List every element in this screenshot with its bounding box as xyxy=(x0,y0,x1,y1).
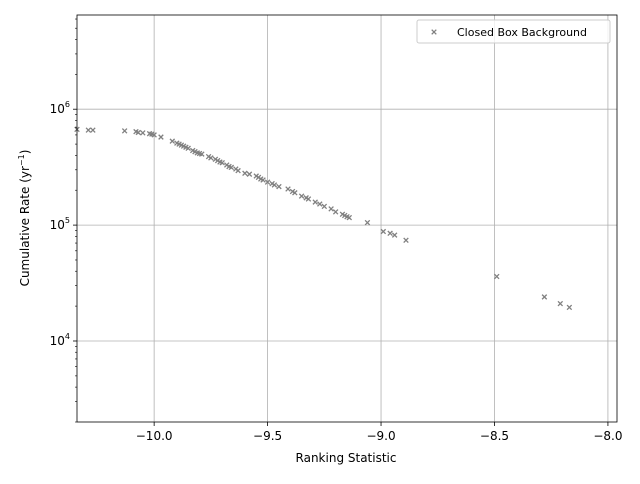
data-point xyxy=(493,273,500,280)
data-point xyxy=(317,201,323,207)
x-tick-label: −8.0 xyxy=(593,429,622,443)
data-point xyxy=(228,164,235,171)
data-point xyxy=(199,151,205,157)
data-point xyxy=(566,304,573,311)
legend-marker-symbol xyxy=(431,29,437,35)
data-point xyxy=(364,219,371,226)
legend: Closed Box Background xyxy=(416,19,611,44)
data-point xyxy=(298,193,305,199)
data-point xyxy=(169,138,176,144)
data-point xyxy=(380,228,387,235)
x-axis-label: Ranking Statistic xyxy=(296,451,397,465)
axes-frame xyxy=(76,14,618,423)
y-axis-label-main: Cumulative Rate (yr xyxy=(18,166,32,286)
data-point xyxy=(151,132,157,138)
data-point xyxy=(328,206,334,212)
y-tick-label: 104 xyxy=(50,332,70,348)
y-tick-label: 106 xyxy=(50,100,70,116)
legend-label: Closed Box Background xyxy=(457,26,587,39)
data-point xyxy=(260,177,266,183)
data-point xyxy=(246,171,253,177)
data-points xyxy=(74,126,573,311)
x-tick-label: −9.5 xyxy=(253,429,282,443)
data-point xyxy=(387,230,393,237)
data-point xyxy=(292,190,298,196)
data-point xyxy=(158,134,164,140)
data-point xyxy=(276,183,282,190)
data-point xyxy=(271,182,278,188)
plot-frame xyxy=(76,14,618,423)
data-point xyxy=(391,232,398,238)
x-tick-label: −8.5 xyxy=(480,429,509,443)
data-point xyxy=(541,294,548,300)
grid xyxy=(77,15,617,422)
data-point xyxy=(557,300,564,307)
y-axis-label: Cumulative Rate (yr−1) xyxy=(17,150,32,287)
y-axis-label-exponent: −1 xyxy=(17,154,26,166)
y-tick-label: 105 xyxy=(50,216,70,232)
data-point xyxy=(140,130,146,136)
data-point xyxy=(312,199,318,205)
data-point xyxy=(305,196,312,202)
data-point xyxy=(264,179,271,185)
data-point xyxy=(219,160,225,166)
data-point xyxy=(321,203,328,210)
data-point xyxy=(185,145,191,152)
y-axis-label-close: ) xyxy=(18,150,32,155)
data-point xyxy=(235,167,241,174)
data-point xyxy=(121,128,128,134)
data-point xyxy=(208,155,214,161)
x-tick-label: −10.0 xyxy=(136,429,173,443)
data-point xyxy=(285,186,291,192)
data-point xyxy=(242,170,248,177)
data-point xyxy=(403,237,409,244)
data-point xyxy=(85,127,92,133)
x-tick-label: −9.0 xyxy=(366,429,395,443)
data-point xyxy=(90,127,96,133)
data-point xyxy=(135,129,142,136)
legend-box xyxy=(416,19,611,44)
legend-marker xyxy=(431,29,437,35)
data-point xyxy=(332,209,339,215)
data-point xyxy=(346,214,353,221)
axis-ticks: −10.0 −9.5 −9.0 −8.5 −8.0 104 105 106 xyxy=(50,18,622,443)
